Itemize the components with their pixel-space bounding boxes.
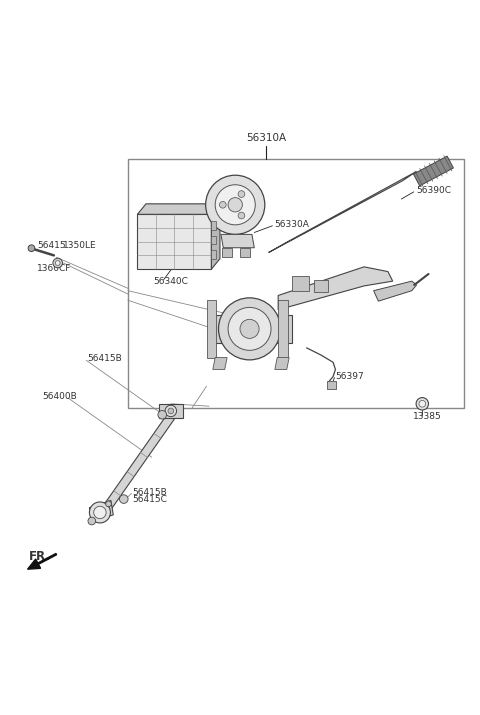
Bar	[314, 280, 328, 292]
Text: 56400B: 56400B	[42, 392, 77, 401]
Polygon shape	[100, 414, 174, 515]
Circle shape	[55, 261, 60, 265]
Circle shape	[228, 197, 242, 212]
Bar	[240, 247, 251, 257]
Circle shape	[106, 501, 111, 507]
Text: 56397: 56397	[336, 372, 364, 381]
Polygon shape	[137, 204, 220, 214]
Circle shape	[240, 320, 259, 338]
Text: 56415B: 56415B	[132, 488, 167, 497]
Polygon shape	[159, 404, 183, 418]
Polygon shape	[137, 214, 211, 270]
Circle shape	[205, 175, 265, 235]
Circle shape	[120, 495, 128, 503]
Circle shape	[219, 202, 226, 208]
Bar	[222, 247, 232, 257]
Circle shape	[158, 410, 167, 419]
Polygon shape	[89, 500, 113, 522]
Circle shape	[228, 307, 271, 350]
Polygon shape	[373, 281, 417, 301]
Polygon shape	[221, 235, 254, 247]
Text: 13385: 13385	[413, 412, 442, 420]
Circle shape	[89, 502, 110, 523]
Bar	[327, 381, 336, 388]
Text: 1360CF: 1360CF	[37, 265, 72, 273]
Polygon shape	[278, 300, 288, 358]
Text: 56330A: 56330A	[275, 220, 309, 230]
Bar	[292, 277, 309, 291]
Polygon shape	[278, 267, 393, 310]
Circle shape	[238, 191, 245, 197]
Bar	[128, 159, 464, 408]
Polygon shape	[211, 315, 292, 343]
Text: 56415C: 56415C	[132, 495, 167, 504]
Text: FR.: FR.	[29, 551, 51, 563]
Circle shape	[88, 517, 96, 525]
Circle shape	[416, 398, 429, 410]
Polygon shape	[206, 300, 216, 358]
Bar	[211, 222, 216, 230]
Text: 56415: 56415	[37, 242, 66, 250]
Polygon shape	[211, 204, 220, 270]
Text: 56340C: 56340C	[153, 277, 188, 286]
Text: 56390C: 56390C	[417, 186, 452, 195]
Circle shape	[28, 245, 35, 252]
Polygon shape	[413, 156, 454, 186]
Text: 56415B: 56415B	[87, 354, 122, 363]
Polygon shape	[269, 172, 417, 252]
Polygon shape	[213, 358, 227, 370]
Polygon shape	[275, 358, 289, 370]
FancyArrow shape	[27, 553, 57, 569]
Circle shape	[419, 400, 426, 407]
Circle shape	[218, 298, 281, 360]
Text: 56310A: 56310A	[246, 133, 286, 143]
Circle shape	[215, 184, 255, 225]
Bar	[211, 236, 216, 245]
Circle shape	[168, 408, 174, 414]
Bar	[211, 250, 216, 259]
Circle shape	[94, 506, 106, 518]
Circle shape	[165, 405, 177, 417]
Circle shape	[238, 212, 245, 219]
Circle shape	[53, 258, 62, 268]
Text: 1350LE: 1350LE	[62, 242, 96, 250]
